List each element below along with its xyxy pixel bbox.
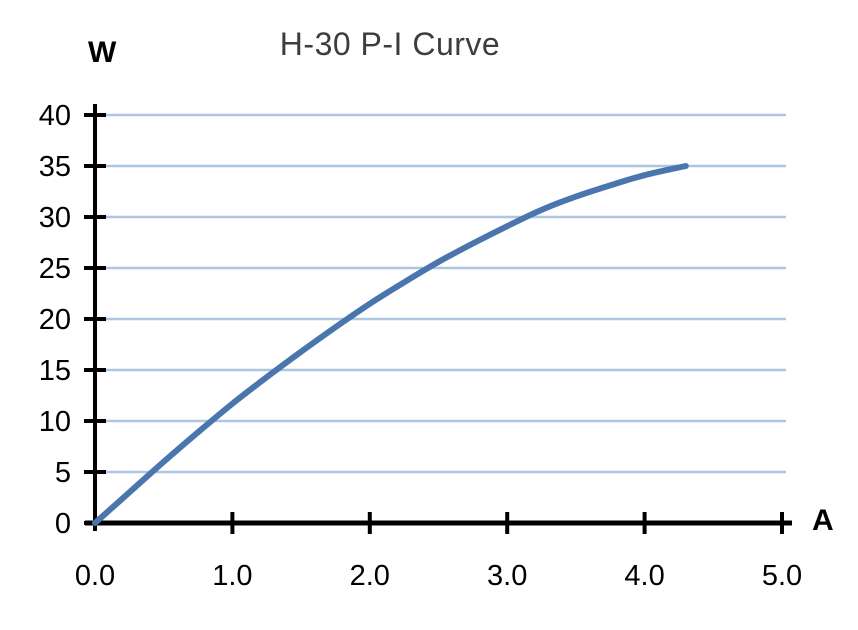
x-tick-label-3: 3.0 (487, 560, 527, 592)
y-axis-label: W (88, 36, 117, 69)
y-tick-label-25: 25 (39, 253, 71, 285)
chart-title: H-30 P-I Curve (279, 26, 501, 62)
y-tick-label-5: 5 (55, 457, 71, 489)
y-tick-label-0: 0 (55, 508, 71, 540)
y-tick-label-30: 30 (39, 202, 71, 234)
pi-curve-line (92, 163, 689, 526)
x-tick-label-4: 4.0 (624, 560, 664, 592)
y-tick-label-35: 35 (39, 151, 71, 183)
x-tick-label-2: 2.0 (350, 560, 390, 592)
y-tick-label-20: 20 (39, 304, 71, 336)
y-tick-label-15: 15 (39, 355, 71, 387)
y-tick-label-10: 10 (39, 406, 71, 438)
y-tick-label-40: 40 (39, 100, 71, 132)
x-tick-label-0: 0.0 (75, 560, 115, 592)
x-tick-label-5: 5.0 (762, 560, 802, 592)
x-tick-label-1: 1.0 (212, 560, 252, 592)
x-axis-label: A (812, 504, 834, 537)
